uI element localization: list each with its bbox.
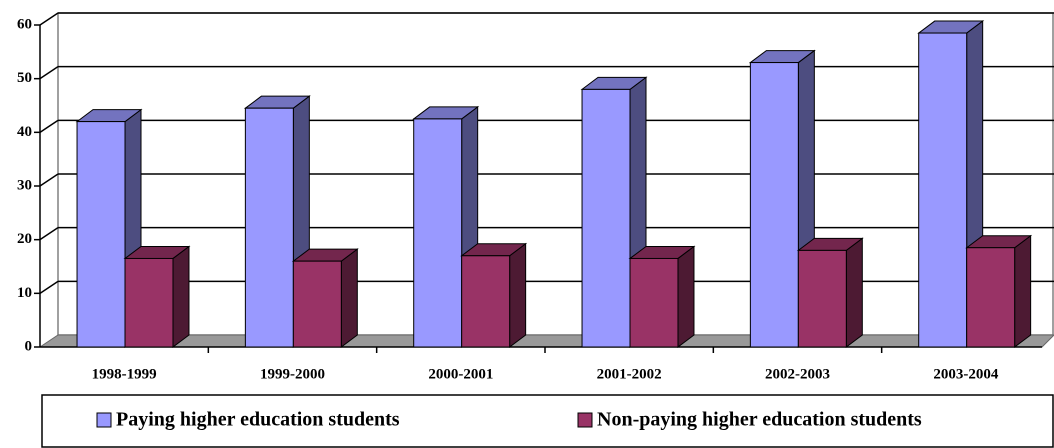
bar	[629, 257, 679, 348]
grid-line	[39, 227, 59, 241]
bar	[461, 255, 511, 348]
legend	[41, 394, 1054, 448]
bar	[749, 62, 799, 348]
x-tick-label: 2000-2001	[428, 366, 493, 382]
bar	[244, 107, 294, 348]
legend-label: Paying higher education students	[116, 409, 400, 431]
x-tick-label: 1998-1999	[92, 366, 157, 382]
x-tick-label: 2002-2003	[765, 366, 830, 382]
grid-line	[39, 280, 59, 294]
y-tick-label: 20	[17, 231, 32, 247]
bar	[413, 118, 463, 348]
bar	[124, 257, 174, 348]
y-tick-label: 40	[17, 124, 32, 140]
bar-side	[340, 248, 358, 348]
bar-side	[1014, 234, 1032, 348]
bar-side	[509, 242, 527, 348]
grid-line	[39, 12, 59, 26]
bar-side	[172, 245, 190, 348]
y-tick-label: 0	[25, 338, 33, 354]
legend-swatch	[577, 412, 593, 428]
bar	[797, 249, 847, 348]
bar	[966, 247, 1016, 348]
bar	[918, 32, 968, 348]
grid-line	[39, 66, 59, 80]
bar-side	[677, 245, 695, 348]
y-tick-label: 60	[17, 16, 32, 32]
x-tick-label: 2003-2004	[933, 366, 998, 382]
bar	[292, 260, 342, 348]
y-tick-label: 10	[17, 285, 32, 301]
bar-side	[845, 237, 863, 348]
bar	[581, 88, 631, 348]
x-tick-label: 2001-2002	[597, 366, 662, 382]
grid-line	[39, 173, 59, 187]
grid-line	[39, 119, 59, 133]
x-tick-label: 1999-2000	[260, 366, 325, 382]
floor	[38, 334, 1054, 348]
y-tick-label: 30	[17, 177, 32, 193]
y-tick-label: 50	[17, 70, 32, 86]
bar	[76, 121, 126, 348]
legend-swatch	[96, 412, 112, 428]
legend-label: Non-paying higher education students	[597, 409, 922, 431]
